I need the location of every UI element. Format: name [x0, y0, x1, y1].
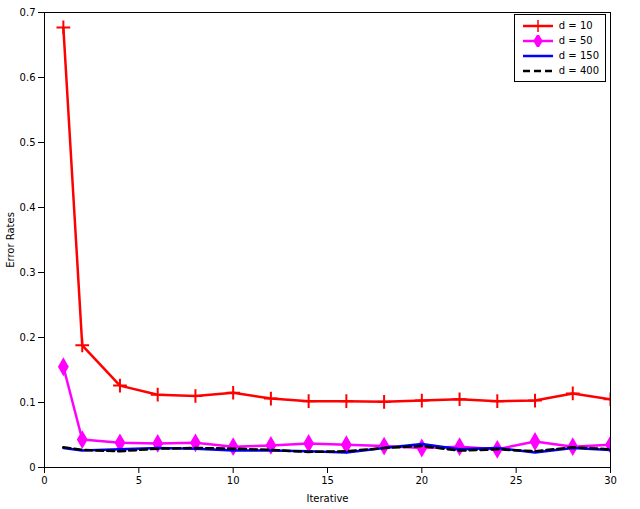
svg-text:Error Rates: Error Rates	[5, 212, 16, 268]
html-text:d = 150: d = 150	[558, 50, 599, 61]
svg-text:Iterative: Iterative	[306, 493, 348, 504]
html-text:d = 10: d = 10	[558, 20, 593, 31]
svg-text:0: 0	[41, 475, 47, 486]
svg-text:0.7: 0.7	[20, 7, 36, 18]
svg-text:0.3: 0.3	[20, 267, 36, 278]
svg-text:0: 0	[29, 462, 35, 473]
svg-text:0.2: 0.2	[20, 332, 36, 343]
svg-text:0.4: 0.4	[20, 202, 36, 213]
svg-text:30: 30	[604, 475, 617, 486]
svg-text:10: 10	[227, 475, 240, 486]
svg-text:0.1: 0.1	[20, 397, 36, 408]
html-text:d = 50: d = 50	[558, 35, 593, 46]
svg-text:0.6: 0.6	[20, 72, 36, 83]
svg-text:25: 25	[510, 475, 523, 486]
svg-text:20: 20	[415, 475, 428, 486]
html-text:d = 400: d = 400	[558, 65, 599, 76]
svg-text:15: 15	[321, 475, 334, 486]
svg-text:5: 5	[136, 475, 142, 486]
svg-text:0.5: 0.5	[20, 137, 36, 148]
